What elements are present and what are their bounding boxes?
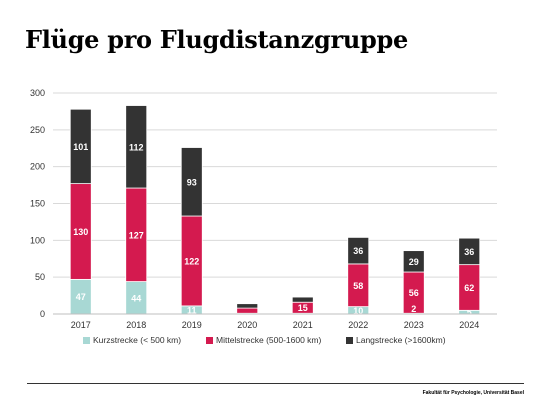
x-tick-label: 2022	[348, 320, 368, 330]
data-label: 130	[73, 227, 88, 237]
y-tick-label: 150	[30, 199, 45, 209]
data-label: 56	[409, 288, 419, 298]
footer-divider	[27, 383, 524, 384]
y-tick-label: 200	[30, 162, 45, 172]
data-label: 62	[464, 283, 474, 293]
x-tick-label: 2018	[126, 320, 146, 330]
bar-segment	[236, 307, 259, 314]
data-label: 93	[187, 177, 197, 187]
legend-label: Mittelstrecke (500-1600 km)	[216, 335, 322, 345]
data-label: 44	[131, 293, 141, 303]
data-label: 112	[129, 142, 144, 152]
legend-swatch	[83, 337, 90, 344]
footer-text: Fakultät für Psychologie, Universität Ba…	[422, 390, 524, 396]
bar-segment	[180, 147, 203, 217]
legend-swatch	[206, 337, 213, 344]
y-tick-label: 0	[40, 309, 45, 319]
y-tick-label: 250	[30, 125, 45, 135]
bar-segment	[69, 108, 92, 185]
data-label: 5	[467, 308, 472, 318]
legend-label: Kurzstrecke (< 500 km)	[93, 335, 181, 345]
page-title: Flüge pro Flugdistanzgruppe	[25, 25, 408, 54]
legend-label: Langstrecke (>1600km)	[356, 335, 446, 345]
data-label: 11	[187, 305, 197, 315]
x-tick-label: 2019	[182, 320, 202, 330]
data-label: 58	[353, 281, 363, 291]
y-tick-label: 50	[35, 272, 45, 282]
legend-swatch	[346, 337, 353, 344]
bar-segment	[402, 250, 425, 273]
bar-segment	[236, 303, 259, 309]
data-label: 36	[464, 247, 474, 257]
data-label: 122	[184, 256, 199, 266]
data-label: 127	[129, 230, 144, 240]
data-label: 15	[298, 303, 308, 313]
x-tick-label: 2024	[459, 320, 479, 330]
x-tick-label: 2017	[71, 320, 91, 330]
x-tick-label: 2021	[293, 320, 313, 330]
x-tick-label: 2020	[237, 320, 257, 330]
data-label: 47	[76, 292, 86, 302]
bar-segment	[125, 105, 148, 189]
data-label: 36	[353, 246, 363, 256]
bar-segment	[347, 236, 370, 265]
x-tick-label: 2023	[404, 320, 424, 330]
y-tick-label: 100	[30, 235, 45, 245]
data-label: 101	[73, 142, 88, 152]
y-tick-label: 300	[30, 88, 45, 98]
data-label: 2	[411, 304, 416, 314]
bar-segment	[291, 296, 314, 303]
data-label: 29	[409, 257, 419, 267]
bar-segment	[458, 237, 481, 266]
data-label: 10	[353, 306, 363, 316]
